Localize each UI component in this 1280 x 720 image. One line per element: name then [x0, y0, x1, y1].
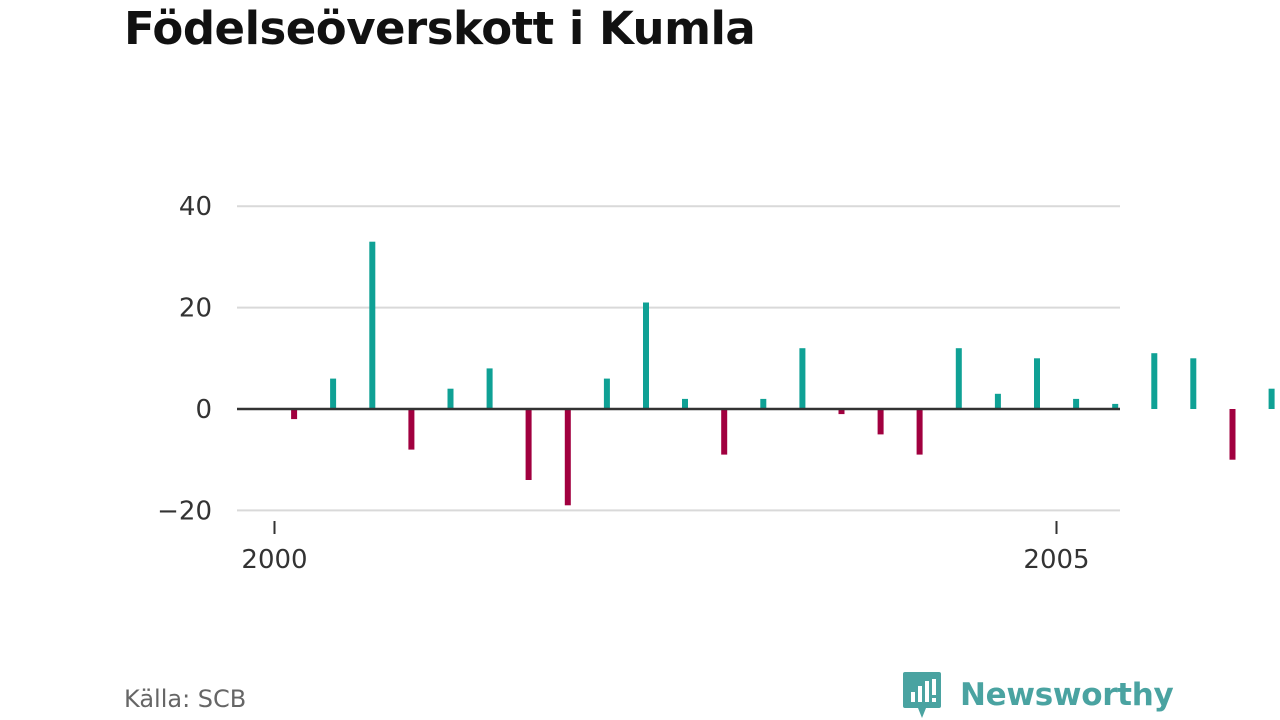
bar — [1112, 403, 1119, 409]
bar — [447, 388, 454, 409]
y-tick-label: 0 — [195, 395, 212, 425]
x-tick-label: 2005 — [1023, 545, 1089, 575]
y-tick-label: −20 — [157, 496, 212, 526]
bar — [603, 378, 610, 409]
bar — [799, 348, 806, 409]
bar — [682, 398, 688, 409]
bar — [721, 409, 728, 455]
bar — [564, 409, 571, 506]
bar — [408, 409, 415, 450]
brand-name: Newsworthy — [960, 677, 1174, 713]
newsworthy-logo-icon — [903, 672, 941, 718]
bar — [643, 302, 649, 409]
bar — [1268, 388, 1275, 409]
bar — [291, 409, 298, 420]
y-tick-label: 40 — [179, 192, 212, 222]
brand-logo: Newsworthy — [902, 670, 1174, 720]
chart-title: Födelseöverskott i Kumla — [124, 2, 756, 55]
bar — [369, 241, 376, 409]
bar — [1034, 358, 1040, 409]
bar — [877, 409, 884, 435]
x-tick-label: 2000 — [241, 545, 307, 575]
bar — [760, 398, 767, 409]
bars — [291, 241, 1275, 506]
gridlines — [237, 205, 1120, 512]
bar — [916, 409, 923, 455]
bar — [1151, 353, 1158, 409]
bar — [330, 378, 337, 409]
bar — [994, 393, 1001, 409]
y-tick-label: 20 — [179, 294, 212, 324]
y-axis-ticks: −20 0 20 40 — [157, 192, 212, 526]
bar — [525, 409, 532, 480]
source-label: Källa: SCB — [124, 685, 247, 713]
bar — [838, 409, 845, 415]
bar — [1073, 398, 1080, 409]
bar — [1229, 409, 1236, 460]
bar — [955, 348, 962, 409]
bar — [486, 368, 493, 409]
x-axis-ticks: 200020052010201520202025 — [241, 521, 1090, 575]
bar — [1190, 358, 1197, 409]
